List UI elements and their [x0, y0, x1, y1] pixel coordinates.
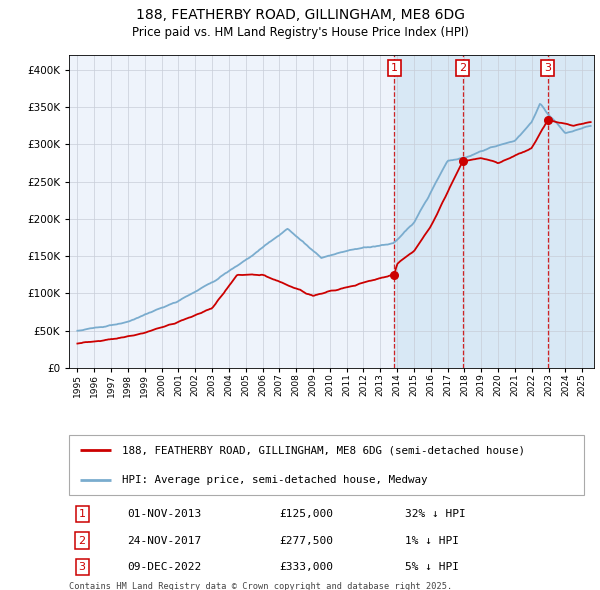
- Text: £333,000: £333,000: [279, 562, 333, 572]
- Text: 188, FEATHERBY ROAD, GILLINGHAM, ME8 6DG (semi-detached house): 188, FEATHERBY ROAD, GILLINGHAM, ME8 6DG…: [121, 445, 524, 455]
- Text: 1: 1: [391, 63, 398, 73]
- Text: 5% ↓ HPI: 5% ↓ HPI: [405, 562, 459, 572]
- Text: 188, FEATHERBY ROAD, GILLINGHAM, ME8 6DG: 188, FEATHERBY ROAD, GILLINGHAM, ME8 6DG: [136, 8, 464, 22]
- FancyBboxPatch shape: [69, 435, 583, 496]
- Bar: [394, 55, 594, 368]
- Text: 2: 2: [459, 63, 466, 73]
- Text: 1: 1: [79, 509, 86, 519]
- Text: 3: 3: [544, 63, 551, 73]
- Text: 3: 3: [79, 562, 86, 572]
- Text: £277,500: £277,500: [279, 536, 333, 546]
- Text: 01-NOV-2013: 01-NOV-2013: [127, 509, 201, 519]
- Text: Contains HM Land Registry data © Crown copyright and database right 2025.
This d: Contains HM Land Registry data © Crown c…: [69, 582, 452, 590]
- Text: Price paid vs. HM Land Registry's House Price Index (HPI): Price paid vs. HM Land Registry's House …: [131, 26, 469, 39]
- Text: 09-DEC-2022: 09-DEC-2022: [127, 562, 201, 572]
- Text: 1% ↓ HPI: 1% ↓ HPI: [405, 536, 459, 546]
- Text: HPI: Average price, semi-detached house, Medway: HPI: Average price, semi-detached house,…: [121, 474, 427, 484]
- Text: £125,000: £125,000: [279, 509, 333, 519]
- Text: 32% ↓ HPI: 32% ↓ HPI: [405, 509, 466, 519]
- Text: 24-NOV-2017: 24-NOV-2017: [127, 536, 201, 546]
- Text: 2: 2: [79, 536, 86, 546]
